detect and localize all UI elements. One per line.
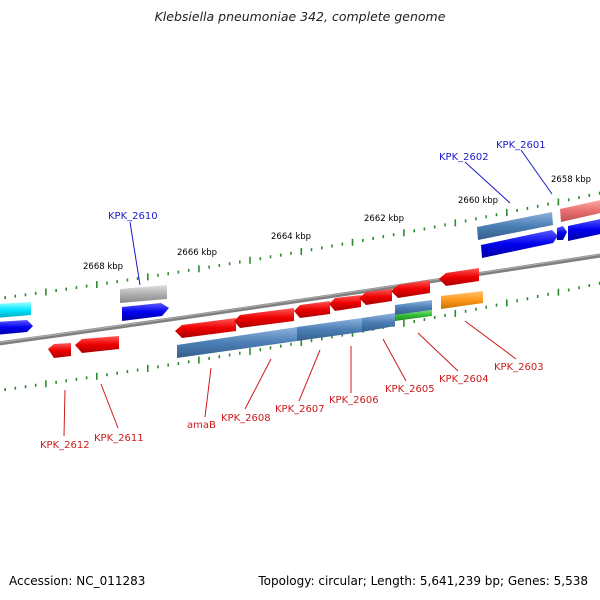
cog-bar-blue[interactable] <box>362 313 395 332</box>
map-title: Klebsiella pneumoniae 342, complete geno… <box>154 9 446 24</box>
cog-bar-orange[interactable] <box>441 291 483 309</box>
gene-label-kpk-2601[interactable]: KPK_2601 <box>496 140 546 151</box>
gene-kpk-2605[interactable] <box>359 289 392 305</box>
top-leader-lines <box>129 149 553 286</box>
scale-label: 2662 kbp <box>364 214 404 224</box>
gene-kpk-2610[interactable] <box>122 303 169 321</box>
gene-label-kpk-2611[interactable]: KPK_2611 <box>94 433 144 444</box>
gene-cog-gray[interactable] <box>120 285 167 303</box>
scale-label: 2668 kbp <box>83 262 123 272</box>
cog-bar-blue[interactable] <box>297 318 362 341</box>
accession-text: Accession: NC_011283 <box>9 574 146 588</box>
bottom-leader-lines <box>63 320 517 437</box>
gene-label-kpk-2605[interactable]: KPK_2605 <box>385 384 435 395</box>
gene-label-amab[interactable]: amaB <box>187 420 216 431</box>
cog-bar-green[interactable] <box>395 310 432 321</box>
gene-kpk-2603[interactable] <box>439 268 479 286</box>
scale-label: 2666 kbp <box>177 248 217 258</box>
gene-kpk-2608[interactable] <box>234 308 294 328</box>
gene-amab[interactable] <box>175 318 236 338</box>
gene-forward[interactable] <box>568 218 600 241</box>
gene-label-kpk-2606[interactable]: KPK_2606 <box>329 395 379 406</box>
scale-ticks <box>4 191 600 392</box>
gene-kpk-2607[interactable] <box>294 301 330 318</box>
gene-kpk-2604[interactable] <box>391 280 430 298</box>
gene-label-kpk-2603[interactable]: KPK_2603 <box>494 362 544 373</box>
gene-label-kpk-2608[interactable]: KPK_2608 <box>221 413 271 424</box>
gene-cog-blue[interactable] <box>477 212 553 240</box>
genome-summary-text: Topology: circular; Length: 5,641,239 bp… <box>258 574 588 588</box>
gene-forward-cyan[interactable] <box>0 302 31 318</box>
gene-label-kpk-2602[interactable]: KPK_2602 <box>439 152 489 163</box>
gene-forward[interactable] <box>0 320 33 335</box>
gene-label-kpk-2612[interactable]: KPK_2612 <box>40 440 90 451</box>
gene-kpk-2601[interactable] <box>557 226 567 240</box>
cog-bar-blue[interactable] <box>177 327 297 358</box>
gene-label-kpk-2607[interactable]: KPK_2607 <box>275 404 325 415</box>
gene-cog-pink[interactable] <box>560 199 600 222</box>
genome-backbone <box>0 253 600 346</box>
gene-kpk-2606[interactable] <box>329 295 361 311</box>
genome-backbone-highlight <box>0 254 600 343</box>
gene-label-kpk-2604[interactable]: KPK_2604 <box>439 374 489 385</box>
gene-label-kpk-2610[interactable]: KPK_2610 <box>108 211 158 222</box>
gene-kpk-2612[interactable] <box>48 343 71 358</box>
scale-label: 2664 kbp <box>271 232 311 242</box>
scale-label: 2660 kbp <box>458 196 498 206</box>
gene-kpk-2602[interactable] <box>481 230 558 258</box>
scale-label: 2658 kbp <box>551 175 591 185</box>
gene-kpk-2611[interactable] <box>75 336 119 353</box>
